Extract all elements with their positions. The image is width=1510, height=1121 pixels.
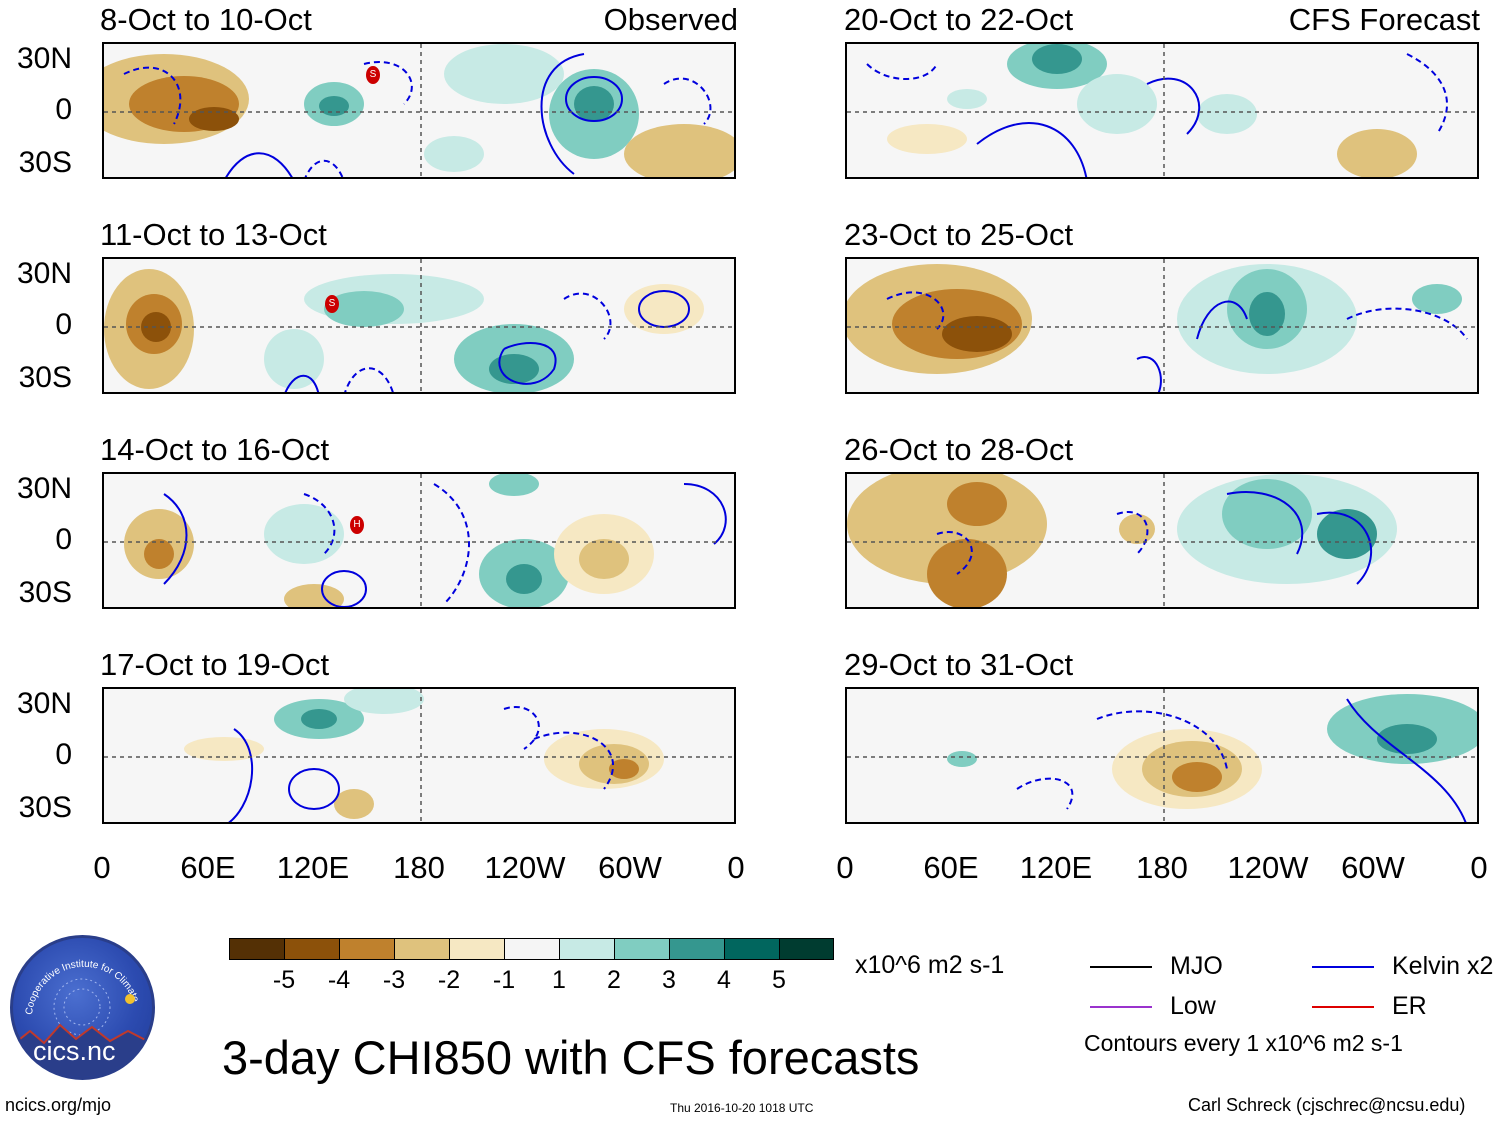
lat-label: 30N	[16, 257, 72, 290]
panel-period-title: 8-Oct to 10-Oct	[100, 2, 312, 37]
panel-period-title: 11-Oct to 13-Oct	[100, 217, 327, 252]
colorbar-swatch	[724, 938, 780, 960]
lat-label: 0	[55, 523, 72, 556]
legend-line-low	[1090, 1006, 1152, 1008]
lon-label: 180	[393, 850, 445, 885]
colorbar-swatch	[559, 938, 615, 960]
map-panel: S	[102, 257, 736, 394]
contour-note: Contours every 1 x10^6 m2 s-1	[1084, 1030, 1403, 1056]
logo-name: cics.nc	[33, 1036, 116, 1066]
colorbar-label: -1	[492, 966, 516, 994]
storm-marker-icon: H	[350, 516, 364, 534]
lat-label: 30S	[18, 791, 72, 824]
svg-text:Cooperative Institute for Clim: Cooperative Institute for Climate and Sa…	[10, 935, 142, 1015]
colorbar-label: 2	[607, 966, 621, 994]
lat-label: 0	[55, 93, 72, 126]
lon-label: 120W	[484, 850, 566, 885]
footer-timestamp: Thu 2016-10-20 1018 UTC	[670, 1101, 814, 1115]
colorbar-label: 4	[717, 966, 731, 994]
map-panel	[845, 42, 1479, 179]
legend-line-kelvin	[1312, 966, 1374, 968]
lon-label: 60E	[923, 850, 979, 885]
lon-label: 60W	[598, 850, 662, 885]
lat-label: 0	[55, 738, 72, 771]
lat-label: 30N	[16, 687, 72, 720]
map-panel	[845, 472, 1479, 609]
lat-label: 30S	[18, 146, 72, 179]
lon-label: 0	[93, 850, 111, 885]
lon-label: 180	[1136, 850, 1188, 885]
colorbar-label: -3	[382, 966, 406, 994]
lon-label: 0	[836, 850, 854, 885]
legend-label-kelvin: Kelvin x2	[1392, 952, 1494, 980]
footer-url: ncics.org/mjo	[5, 1095, 112, 1115]
panel-period-title: 20-Oct to 22-Oct	[844, 2, 1074, 37]
colorbar-swatch	[614, 938, 670, 960]
observed-label: Observed	[603, 2, 738, 37]
logo-arc-text: Cooperative Institute for Climate and Sa…	[13, 938, 142, 1015]
lon-label: 120E	[1019, 850, 1093, 885]
storm-marker-icon: S	[366, 66, 380, 84]
legend-label-mjo: MJO	[1170, 952, 1223, 980]
legend-line-er	[1312, 1006, 1374, 1008]
colorbar-units: x10^6 m2 s-1	[855, 951, 1005, 979]
lon-label: 120E	[276, 850, 350, 885]
lon-label: 0	[727, 850, 745, 885]
lon-label: 60E	[180, 850, 236, 885]
storm-marker-icon: S	[325, 295, 339, 313]
lon-label: 0	[1470, 850, 1488, 885]
panel-period-title: 26-Oct to 28-Oct	[844, 432, 1074, 467]
panel-period-title: 14-Oct to 16-Oct	[100, 432, 330, 467]
colorbar-swatch	[284, 938, 340, 960]
legend-label-er: ER	[1392, 992, 1427, 1020]
map-panel: S	[102, 42, 736, 179]
colorbar-label: -5	[272, 966, 296, 994]
colorbar-label: -4	[327, 966, 351, 994]
colorbar-swatch	[229, 938, 285, 960]
figure-title: 3-day CHI850 with CFS forecasts	[222, 1031, 920, 1084]
forecast-label: CFS Forecast	[1288, 2, 1480, 37]
colorbar-swatch	[504, 938, 560, 960]
lat-label: 30S	[18, 576, 72, 609]
lat-label: 30N	[16, 472, 72, 505]
colorbar-swatch	[779, 938, 834, 960]
cics-logo-icon: Cooperative Institute for Climate and Sa…	[10, 935, 155, 1080]
panel-period-title: 29-Oct to 31-Oct	[844, 647, 1074, 682]
lat-label: 30N	[16, 42, 72, 75]
lat-label: 30S	[18, 361, 72, 394]
map-panel	[845, 687, 1479, 824]
colorbar-swatch	[669, 938, 725, 960]
colorbar-label: 3	[662, 966, 676, 994]
footer-credit: Carl Schreck (cjschrec@ncsu.edu)	[1188, 1095, 1466, 1115]
legend-line-mjo	[1090, 966, 1152, 968]
colorbar-label: -2	[437, 966, 461, 994]
lon-label: 120W	[1227, 850, 1309, 885]
colorbar-label: 1	[552, 966, 566, 994]
map-panel: H	[102, 472, 736, 609]
colorbar-swatch	[339, 938, 395, 960]
lon-label: 60W	[1341, 850, 1405, 885]
colorbar-swatch	[394, 938, 450, 960]
lat-label: 0	[55, 308, 72, 341]
colorbar-label: 5	[772, 966, 786, 994]
panel-period-title: 23-Oct to 25-Oct	[844, 217, 1074, 252]
panel-period-title: 17-Oct to 19-Oct	[100, 647, 330, 682]
legend-label-low: Low	[1170, 992, 1216, 1020]
colorbar-swatch	[449, 938, 505, 960]
map-panel	[845, 257, 1479, 394]
map-panel	[102, 687, 736, 824]
